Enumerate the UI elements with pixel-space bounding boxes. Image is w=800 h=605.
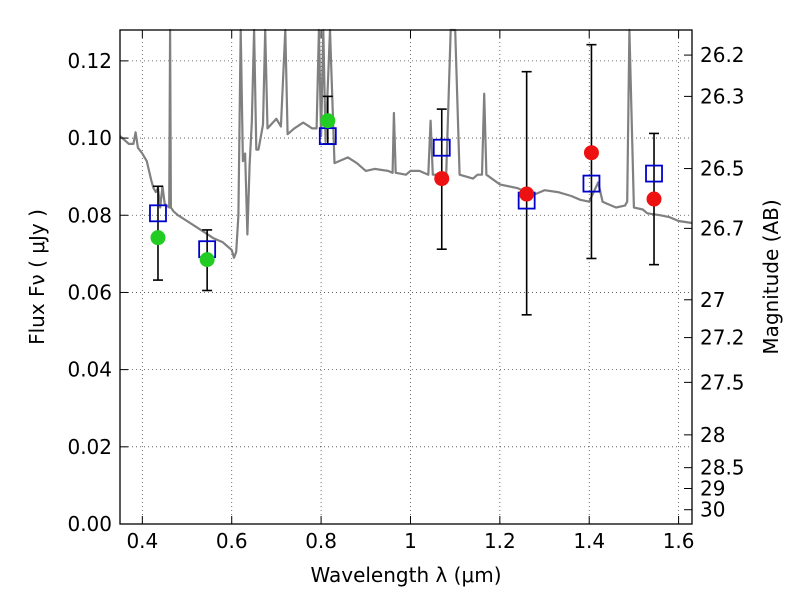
- square-marker: [149, 204, 167, 223]
- right-tick-label: 27.5: [700, 370, 745, 394]
- y-tick-label: 0.02: [67, 435, 112, 459]
- circle-marker: [583, 145, 599, 161]
- spectrum-line: [119, 28, 693, 259]
- grid-lines: [120, 30, 692, 525]
- right-axis-label: Magnitude (AB): [759, 199, 783, 354]
- right-tick-label: 26.2: [700, 43, 745, 67]
- right-tick-label: 29: [700, 476, 725, 500]
- x-tick-label: 1.4: [573, 529, 605, 553]
- plot-frame: [119, 29, 693, 525]
- y-axis-label: Flux Fν ( μJy ): [25, 209, 49, 345]
- x-tick-label: 1: [404, 529, 417, 553]
- square-marker: [582, 174, 601, 193]
- right-tick-label: 26.3: [700, 84, 745, 108]
- circle-marker: [519, 186, 535, 202]
- data-markers: [149, 113, 663, 268]
- y-tick-label: 0.12: [67, 49, 112, 73]
- circle-marker: [150, 230, 166, 246]
- right-tick-label: 26.5: [700, 157, 745, 181]
- circle-marker: [434, 171, 450, 187]
- y-tick-label: 0.08: [67, 203, 112, 227]
- right-tick-label: 27: [700, 288, 725, 312]
- y-tick-label: 0.06: [67, 280, 112, 304]
- right-tick-label: 26.7: [700, 216, 745, 240]
- x-tick-label: 0.6: [216, 529, 248, 553]
- right-tick-label: 28: [700, 423, 725, 447]
- right-tick-label: 30: [700, 498, 725, 522]
- square-marker: [432, 138, 451, 157]
- y-tick-label: 0.04: [67, 358, 112, 382]
- circle-marker: [320, 113, 336, 129]
- square-marker: [645, 164, 663, 183]
- x-tick-label: 1.2: [484, 529, 516, 553]
- model-spectrum: [119, 28, 693, 259]
- x-tick-label: 1.6: [663, 529, 695, 553]
- x-axis-label: Wavelength λ (μm): [310, 563, 501, 587]
- x-tick-label: 0.4: [126, 529, 158, 553]
- y-tick-label: 0.00: [67, 512, 112, 536]
- axis-ticks: 0.4 0.6 0.8 1 1.2 1.4 1.6 0.00 0.02 0.04 0.06 0.08 0…: [67, 30, 745, 553]
- circle-marker: [199, 252, 215, 268]
- circle-marker: [646, 191, 662, 207]
- x-tick-label: 0.8: [305, 529, 337, 553]
- y-tick-label: 0.10: [67, 126, 112, 150]
- right-tick-label: 28.5: [700, 456, 745, 480]
- right-tick-label: 27.2: [700, 326, 745, 350]
